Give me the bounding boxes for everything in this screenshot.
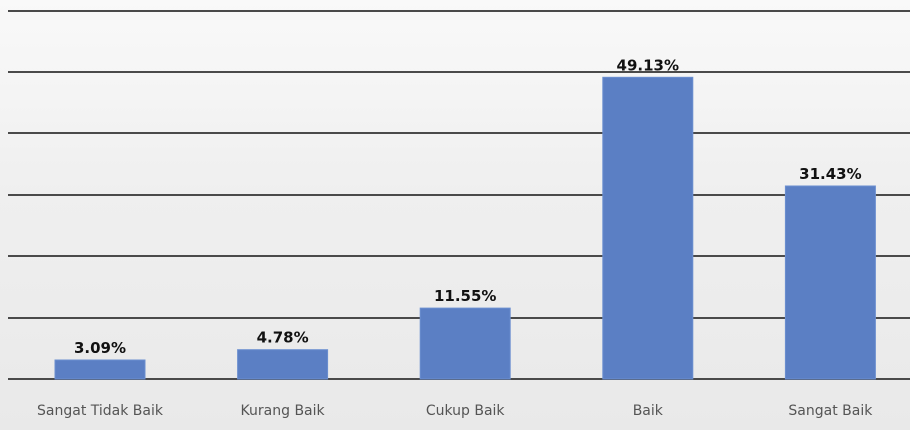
- bars: [54, 76, 876, 380]
- bar: [784, 185, 876, 380]
- bar: [419, 307, 511, 380]
- data-label: 11.55%: [434, 287, 496, 305]
- x-tick-label: Sangat Tidak Baik: [37, 403, 164, 419]
- data-label: 31.43%: [799, 165, 861, 183]
- data-label: 3.09%: [74, 339, 126, 357]
- x-tick-label: Cukup Baik: [426, 403, 506, 419]
- x-tick-label: Baik: [633, 403, 664, 419]
- bar: [602, 76, 694, 380]
- data-labels: 3.09% 4.78% 11.55% 49.13% 31.43%: [74, 56, 862, 357]
- x-axis-tick-labels: Sangat Tidak Baik Kurang Baik Cukup Baik Ba…: [37, 403, 873, 419]
- data-label: 49.13%: [617, 56, 679, 74]
- bar: [54, 359, 146, 380]
- x-tick-label: Sangat Baik: [788, 403, 873, 419]
- gridlines: [8, 10, 910, 380]
- data-label: 4.78%: [257, 329, 309, 347]
- x-tick-label: Kurang Baik: [241, 403, 326, 419]
- bar: [237, 349, 329, 380]
